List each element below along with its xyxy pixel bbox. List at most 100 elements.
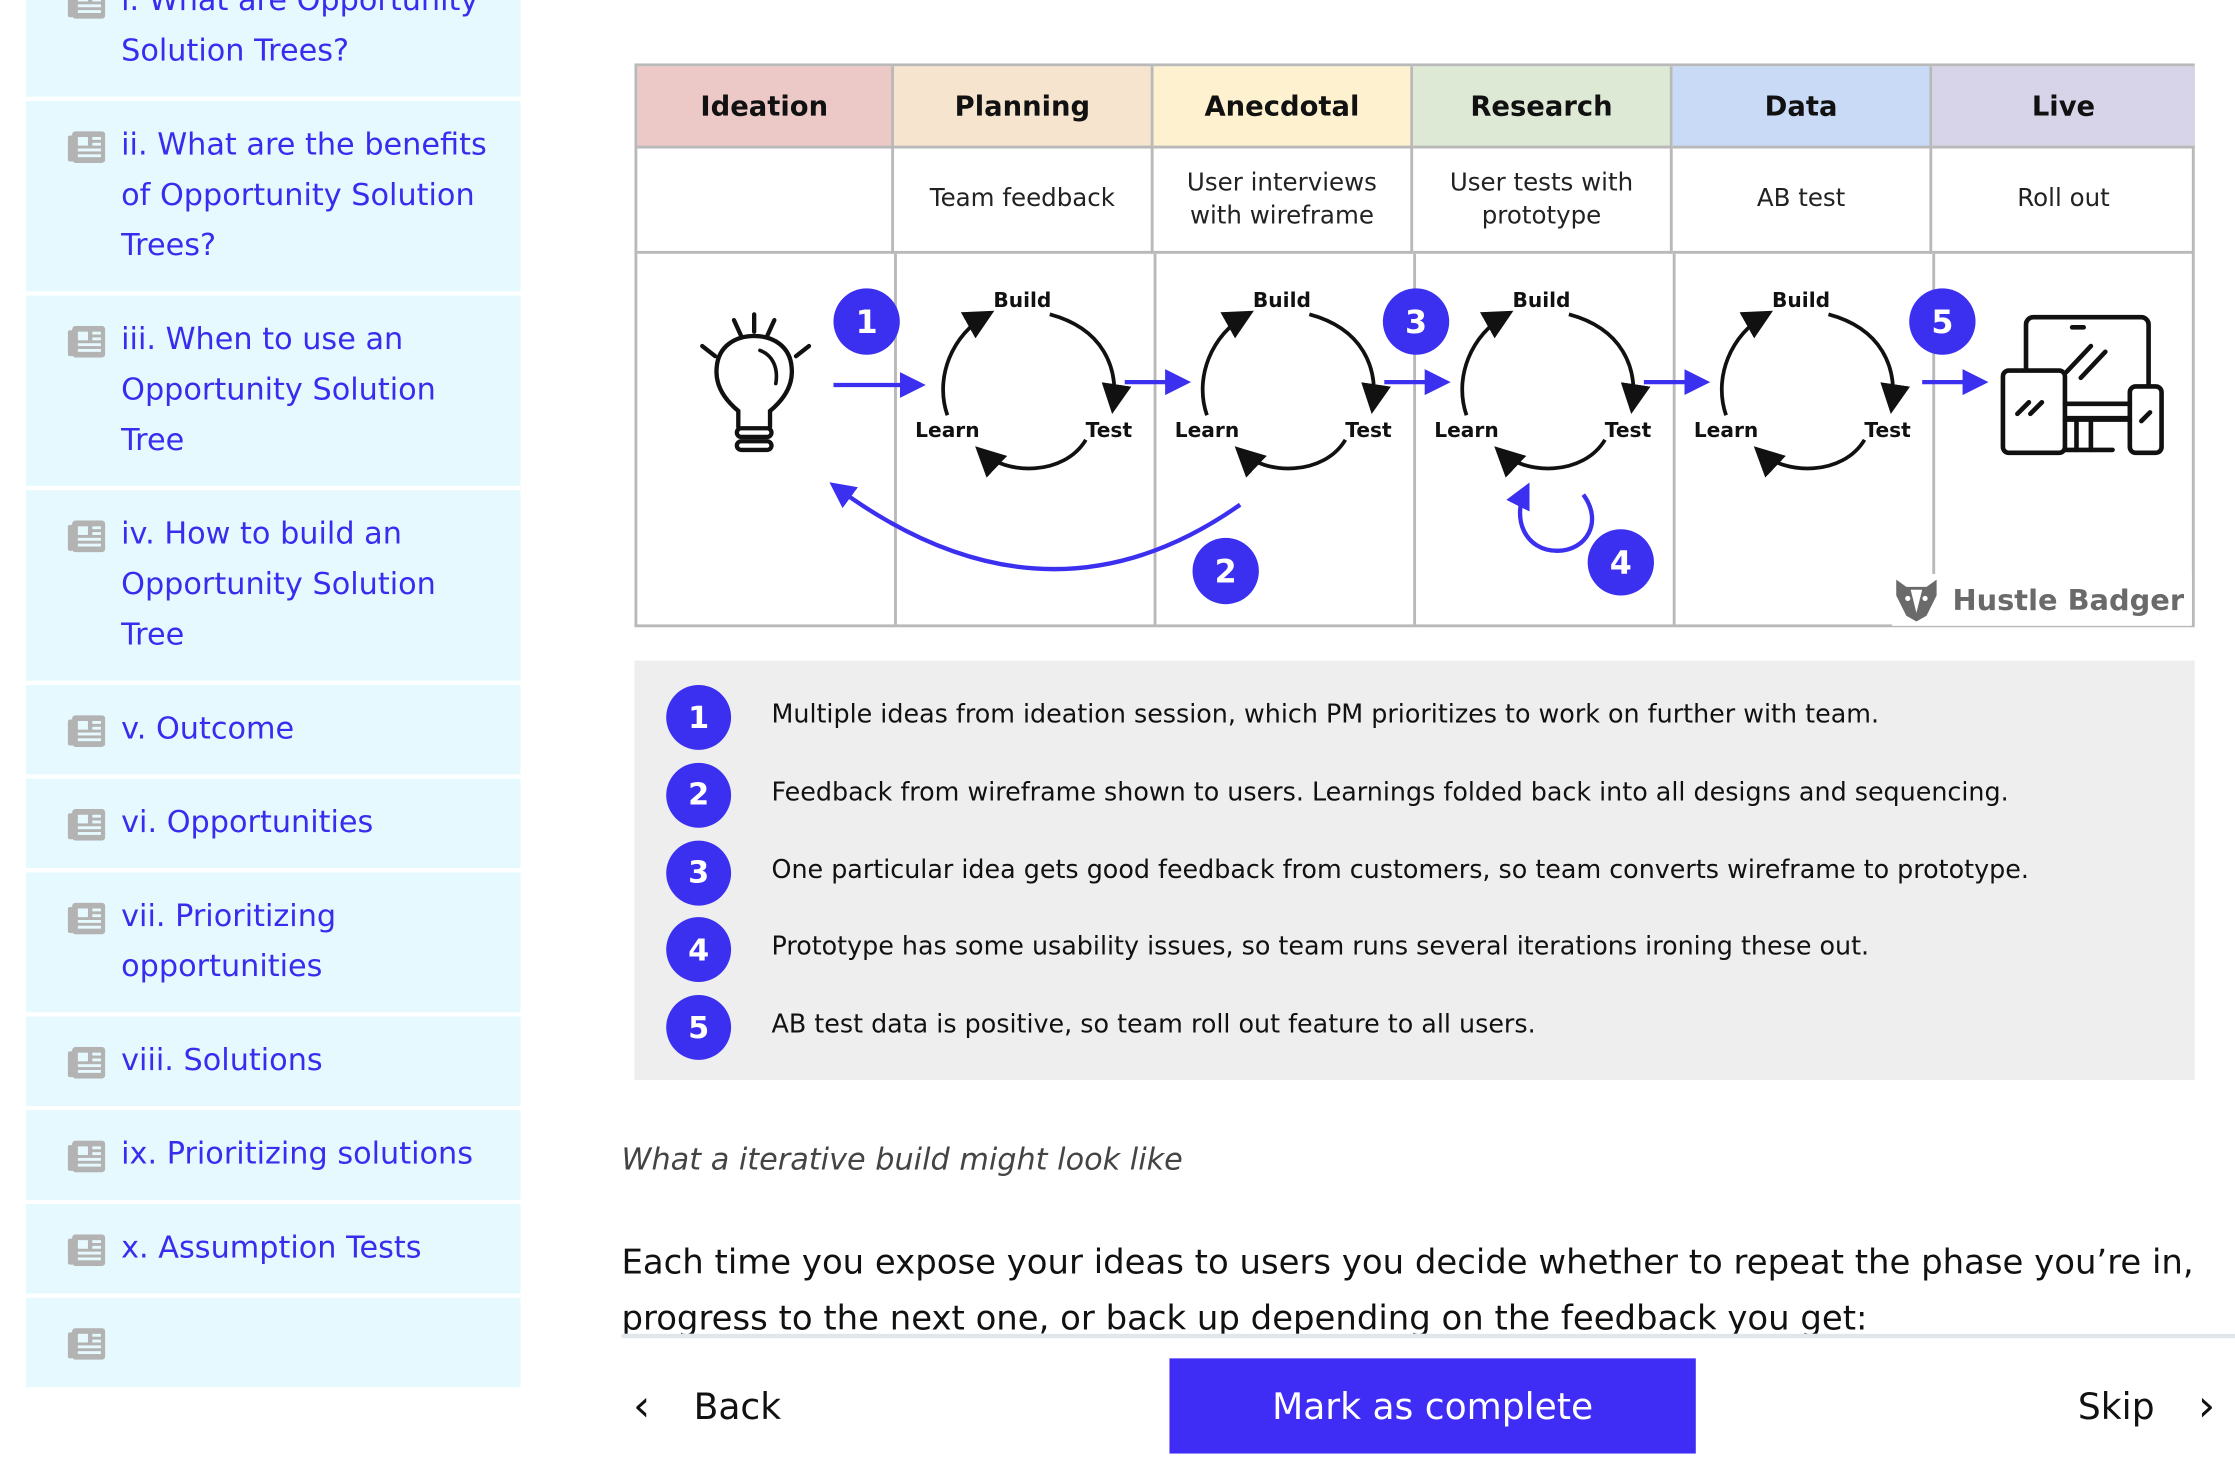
newspaper-icon [67, 1234, 106, 1267]
sidebar-item[interactable]: i. What are Opportunity Solution Trees? [25, 0, 521, 97]
legend-row: 4 Prototype has some usability issues, so… [634, 917, 2194, 984]
newspaper-icon [67, 1140, 106, 1173]
phase-method [637, 148, 895, 254]
legend-number: 3 [666, 840, 732, 905]
cycle-arrow [1308, 312, 1391, 415]
flow-arrows [829, 369, 1989, 572]
sidebar-item[interactable]: x. Assumption Tests [25, 1204, 521, 1294]
build-learn-test-cycle: Build Learn Test [915, 288, 1133, 478]
legend-text: Prototype has some usability issues, so … [771, 933, 1870, 963]
cycle-label-test: Test [1345, 418, 1392, 442]
sidebar-item[interactable]: viii. Solutions [25, 1016, 521, 1107]
figure-caption: What a iterative build might look like [621, 1142, 1183, 1177]
step-number: 2 [1215, 555, 1237, 591]
legend-text: AB test data is positive, so team roll o… [771, 1011, 1536, 1040]
skip-label: Skip [2077, 1385, 2155, 1428]
chevron-right-icon: › [2197, 1381, 2216, 1432]
newspaper-icon [67, 715, 106, 747]
step-number: 3 [1405, 305, 1427, 341]
diagram-legend: 1 Multiple ideas from ideation session, w… [634, 660, 2195, 1081]
newspaper-icon [67, 131, 106, 163]
legend-row: 3 One particular idea gets good feedback … [634, 840, 2194, 906]
step-circle [1192, 537, 1259, 605]
phase-header: Ideation [637, 66, 895, 149]
sidebar-item-label: iii. When to use an Opportunity Solution… [121, 321, 436, 458]
legend-text: Feedback from wireframe shown to users. … [771, 778, 2009, 808]
step-circle [1382, 288, 1450, 355]
newspaper-icon [67, 0, 106, 19]
step-number: 1 [856, 305, 878, 341]
devices-icon [2000, 314, 2164, 456]
phase-header: Data [1672, 66, 1933, 149]
legend-number: 1 [666, 684, 732, 750]
sidebar-item-label: viii. Solutions [121, 1042, 323, 1078]
legend-number: 5 [666, 995, 732, 1061]
legend-text: One particular idea gets good feedback f… [771, 855, 2029, 885]
cycle-arrow [1568, 312, 1651, 415]
cycle-label-test: Test [1864, 418, 1911, 442]
sidebar-item[interactable]: vi. Opportunities [25, 778, 521, 869]
phase-method: Team feedback [894, 148, 1154, 254]
legend-text: Multiple ideas from ideation session, wh… [771, 700, 1880, 730]
cycle-label-test: Test [1605, 418, 1652, 442]
legend-row: 2 Feedback from wireframe shown to users.… [634, 762, 2194, 829]
cycle-label-learn: Learn [1434, 418, 1498, 442]
skip-button[interactable]: Skip › [2078, 1381, 2215, 1431]
phase-method: Roll out [1932, 149, 2195, 254]
column-divider [894, 253, 897, 625]
step-number: 5 [1931, 305, 1953, 341]
step-circle [833, 288, 900, 355]
phase-header: Anecdotal [1153, 66, 1414, 149]
body-paragraph: Each time you expose your ideas to users… [621, 1241, 2194, 1334]
step-circle [1909, 288, 1976, 355]
sidebar-item[interactable]: vii. Prioritizing opportunities [25, 872, 521, 1013]
newspaper-icon [67, 1046, 106, 1079]
sidebar-item-label: x. Assumption Tests [121, 1230, 422, 1265]
step-marker: 3 [1382, 288, 1450, 355]
sidebar-item-label: ii. What are the benefits of Opportunity… [121, 126, 487, 263]
phase-method: User interviews with wireframe [1153, 148, 1414, 254]
phase-header: Live [1932, 66, 2195, 149]
sidebar-item[interactable]: iii. When to use an Opportunity Solution… [25, 295, 521, 486]
cycle-label-build: Build [993, 288, 1051, 312]
cycle-label-learn: Learn [1175, 418, 1239, 442]
lesson-navigation-bar: ‹ Back Mark as complete Skip › [621, 1333, 2235, 1458]
cycle-arrow [1827, 312, 1911, 415]
step-circle [1587, 529, 1654, 596]
newspaper-icon [67, 808, 106, 841]
sidebar-item-label: ix. Prioritizing solutions [121, 1136, 474, 1171]
phase-method: AB test [1672, 148, 1933, 254]
sidebar-item[interactable]: ii. What are the benefits of Opportunity… [25, 100, 521, 292]
legend-number: 4 [666, 917, 732, 983]
badger-icon [1896, 579, 1937, 622]
cycle-arrow [975, 438, 1088, 478]
legend-row: 5 AB test data is positive, so team roll … [634, 995, 2194, 1061]
phase-header: Planning [894, 66, 1154, 149]
sidebar-item-label: vii. Prioritizing opportunities [121, 898, 337, 984]
course-sidebar: i. What are Opportunity Solution Trees? i… [25, 0, 521, 1392]
cycle-label-test: Test [1086, 418, 1133, 442]
sidebar-item-label: i. What are Opportunity Solution Trees? [121, 0, 479, 68]
column-divider [1932, 253, 1936, 625]
iterative-build-diagram: Ideation Planning Team feedback Anecdotal Us… [634, 63, 2195, 628]
newspaper-icon [67, 520, 106, 553]
newspaper-icon [67, 325, 106, 358]
sidebar-item[interactable]: iv. How to build an Opportunity Solution… [25, 490, 521, 681]
cycle-arrow [1460, 310, 1514, 416]
back-button[interactable]: ‹ Back [633, 1381, 781, 1431]
step-marker: 1 [833, 288, 900, 355]
cycle-label-build: Build [1512, 288, 1570, 312]
column-divider [1413, 253, 1417, 625]
sidebar-item-label: v. Outcome [121, 710, 295, 746]
cycle-arrow [1234, 438, 1347, 478]
sidebar-item[interactable]: v. Outcome [25, 684, 521, 775]
sidebar-item-label: vi. Opportunities [121, 804, 374, 840]
cycle-arrow [1494, 438, 1607, 478]
column-divider [1153, 253, 1157, 625]
column-divider [1672, 253, 1676, 625]
sidebar-item[interactable] [25, 1297, 521, 1388]
mark-as-complete-button[interactable]: Mark as complete [1169, 1358, 1696, 1454]
step-marker: 2 [1192, 537, 1259, 605]
sidebar-item[interactable]: ix. Prioritizing solutions [25, 1110, 521, 1200]
